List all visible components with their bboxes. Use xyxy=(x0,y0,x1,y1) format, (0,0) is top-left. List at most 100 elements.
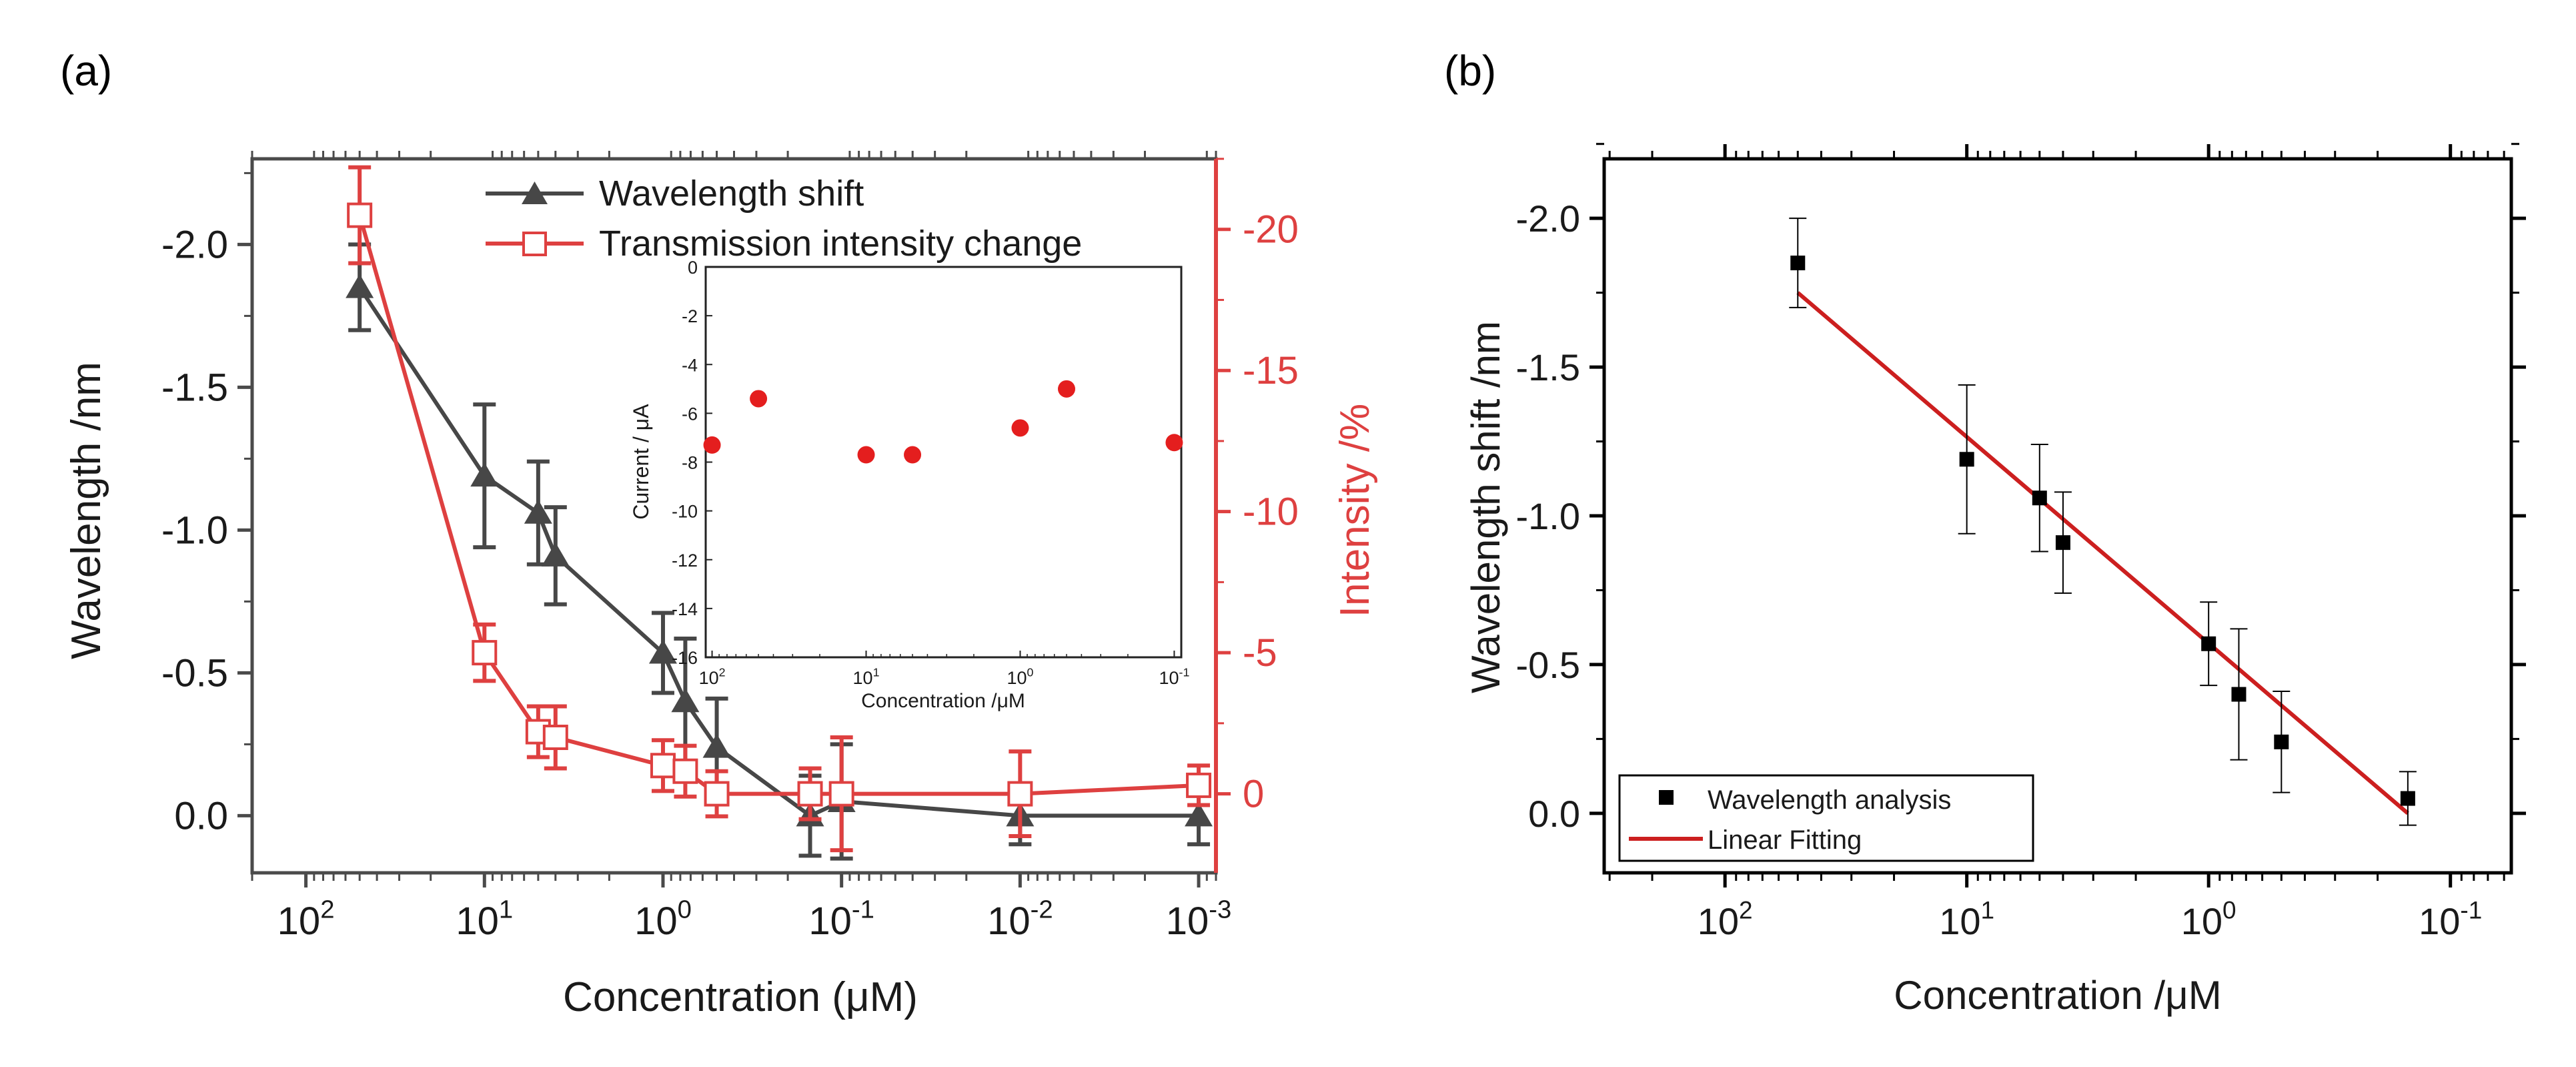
chart-a-y-tick-label-left: 0.0 xyxy=(174,794,228,837)
chart-b-x-tick-label-exponent: 2 xyxy=(1739,896,1753,924)
chart-b-y-tick-label: -0.5 xyxy=(1516,644,1581,686)
chart-b-x-ticks: 102 101 100 10-1 xyxy=(1608,144,2505,942)
marker-wavelength-analysis xyxy=(2201,636,2216,651)
chart-a: 102 101 100 10-1 10-2 10-3 0.0-0.5-1.0-1.5-2.… xyxy=(63,151,1378,1020)
marker-wavelength-shift xyxy=(346,274,374,298)
inset-point xyxy=(1057,380,1075,398)
panel-a-label: (a) xyxy=(60,47,112,95)
inset-x-ticks: 102 101 100 10-1 xyxy=(699,651,1189,688)
marker-wavelength-analysis xyxy=(1790,256,1806,271)
inset-point xyxy=(703,436,721,454)
inset-y-axis-title: Current / μA xyxy=(629,404,653,520)
marker-wavelength-analysis xyxy=(2032,490,2047,506)
chart-b-x-axis-title: Concentration /μM xyxy=(1894,973,2221,1018)
chart-a-y-tick-label-right: -20 xyxy=(1243,208,1299,252)
series-transmission-intensity xyxy=(347,165,1212,853)
inset-y-tick-label: -10 xyxy=(672,502,698,522)
chart-b-y-tick-label: -1.5 xyxy=(1516,346,1581,388)
chart-a-x-tick-label-base: 10 xyxy=(808,900,852,943)
chart-a-legend: Wavelength shift Transmission intensity … xyxy=(486,173,1082,264)
chart-b-x-tick-label: 10-1 xyxy=(2419,896,2482,942)
inset-x-tick-label: 101 xyxy=(853,666,880,688)
inset-point xyxy=(904,446,922,464)
inset-point xyxy=(1165,434,1183,452)
legend-label-transmission: Transmission intensity change xyxy=(599,224,1082,264)
panel-b-label: (b) xyxy=(1444,47,1496,95)
marker-transmission xyxy=(542,724,568,750)
chart-a-x-tick-label-base: 10 xyxy=(277,900,321,943)
marker-wavelength-analysis xyxy=(2231,687,2246,702)
chart-a-y-tick-label-right: 0 xyxy=(1243,773,1264,816)
inset-x-tick-label-exponent: 2 xyxy=(719,666,726,679)
legend-label-linear-fitting: Linear Fitting xyxy=(1708,825,1862,855)
marker-wavelength-analysis xyxy=(2055,535,2070,551)
inset-x-tick-label-exponent: 1 xyxy=(873,666,880,679)
chart-a-x-axis-title: Concentration (μM) xyxy=(563,974,918,1020)
chart-a-x-tick-label-exponent: 2 xyxy=(320,896,334,924)
inset-x-tick-label-base: 10 xyxy=(699,668,719,688)
chart-a-x-tick-label-exponent: 0 xyxy=(678,896,692,924)
chart-b-x-tick-label: 101 xyxy=(1939,896,1994,942)
marker-wavelength-shift xyxy=(470,462,499,487)
inset-x-tick-label-exponent: 0 xyxy=(1027,666,1034,679)
inset-x-tick-label: 102 xyxy=(699,666,726,688)
chart-b-x-tick-label-exponent: 1 xyxy=(1981,896,1995,924)
marker-transmission xyxy=(1186,772,1212,798)
linear-fit-line xyxy=(1796,291,2409,815)
marker-transmission xyxy=(828,781,854,807)
marker-wavelength-shift xyxy=(671,688,700,713)
chart-b-y-tick-label: -1.0 xyxy=(1516,495,1581,537)
marker-transmission xyxy=(797,781,823,807)
inset-point xyxy=(1011,419,1029,437)
inset-x-tick-label: 10-1 xyxy=(1159,666,1189,688)
chart-b-x-tick-label-base: 10 xyxy=(2419,900,2460,942)
inset-y-tick-label: -8 xyxy=(682,453,698,473)
chart-b-legend-box xyxy=(1618,774,2034,862)
chart-a-x-tick-label: 10-3 xyxy=(1166,896,1232,943)
chart-a-y-axis-title-right: Intensity /% xyxy=(1332,404,1378,617)
inset-x-tick-label: 100 xyxy=(1007,666,1033,688)
inset-y-tick-label: -4 xyxy=(682,355,698,375)
chart-a-x-tick-label: 10-1 xyxy=(808,896,874,943)
marker-transmission xyxy=(672,758,698,784)
inset-y-tick-label: -12 xyxy=(672,551,698,571)
chart-b-x-tick-label-base: 10 xyxy=(1939,900,1980,942)
legend-label-wavelength-analysis: Wavelength analysis xyxy=(1708,785,1951,815)
chart-b-x-tick-label-exponent: -1 xyxy=(2460,896,2482,924)
inset-x-tick-label-exponent: -1 xyxy=(1179,666,1190,679)
chart-a-x-ticks: 102 101 100 10-1 10-2 10-3 xyxy=(251,151,1232,943)
marker-transmission xyxy=(472,640,498,666)
inset-frame xyxy=(704,266,1183,659)
chart-a-x-tick-label: 102 xyxy=(277,896,335,943)
legend-marker-triangle xyxy=(522,182,548,204)
inset-y-tick-label: -14 xyxy=(672,599,698,619)
chart-a-x-tick-label-exponent: -3 xyxy=(1209,896,1231,924)
inset-y-tick-label: 0 xyxy=(688,258,698,278)
chart-b-y-tick-label: -2.0 xyxy=(1516,198,1581,240)
chart-b-y-tick-label: 0.0 xyxy=(1528,793,1580,835)
chart-a-y-tick-label-right: -5 xyxy=(1243,631,1277,675)
chart-a-y-ticks-left: 0.0 -0.5 -1.0 -1.5 -2.0 xyxy=(161,171,252,837)
marker-wavelength-shift xyxy=(1185,802,1213,827)
inset-x-axis-title: Concentration /μM xyxy=(861,690,1025,712)
chart-a-x-tick-label-exponent: -1 xyxy=(852,896,874,924)
chart-a-x-tick-label-base: 10 xyxy=(456,900,499,943)
inset-y-tick-label: -2 xyxy=(682,306,698,326)
chart-a-y-tick-label-right: -15 xyxy=(1243,349,1299,392)
inset-y-ticks: 0 -2 -4 -6 -8 -10 -12 -14 -16 xyxy=(672,258,712,668)
chart-b-x-tick-label-exponent: 0 xyxy=(2222,896,2236,924)
marker-wavelength-analysis xyxy=(2400,791,2415,806)
inset-x-tick-label-base: 10 xyxy=(853,668,873,688)
legend-marker-black-square xyxy=(1659,790,1674,805)
chart-a-x-tick-label-base: 10 xyxy=(987,900,1031,943)
inset-point xyxy=(857,446,875,464)
chart-a-y-tick-label-left: -2.0 xyxy=(161,223,228,266)
marker-wavelength-analysis xyxy=(2274,734,2289,749)
chart-a-x-tick-label-exponent: -2 xyxy=(1031,896,1053,924)
chart-a-y-tick-label-left: -0.5 xyxy=(161,651,228,695)
chart-b-y-axis-title: Wavelength shift /nm xyxy=(1463,321,1508,693)
inset-y-tick-label: -16 xyxy=(672,648,698,668)
chart-b-legend: Wavelength analysis Linear Fitting xyxy=(1618,774,2034,862)
chart-a-y-tick-label-left: -1.0 xyxy=(161,508,228,552)
